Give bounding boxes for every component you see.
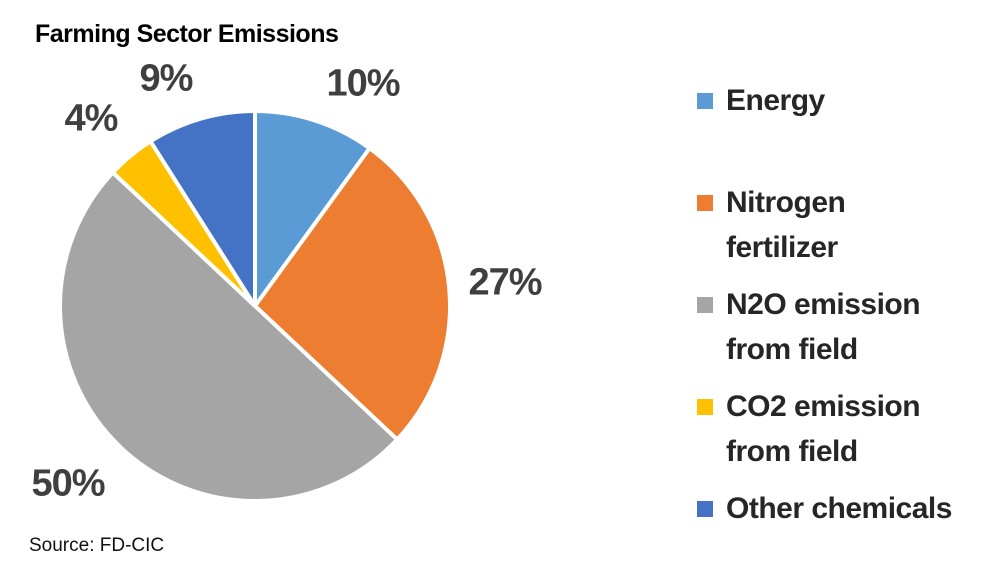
legend-item-nitrogen-fertilizer: Nitrogen fertilizer (697, 180, 959, 282)
legend-label: Energy (726, 84, 825, 117)
legend-label: Nitrogen fertilizer (726, 186, 846, 264)
legend-swatch-energy (697, 93, 713, 109)
legend-label: CO2 emission from field (726, 390, 921, 468)
pie-percent-label-co2-emission: 4% (64, 97, 119, 140)
legend-swatch-n2o-emission (697, 297, 713, 313)
legend-swatch-other-chemicals (697, 501, 713, 517)
pie-slice-other-chemicals (148, 109, 257, 308)
pie-slice-energy (253, 109, 372, 308)
legend-label: N2O emission from field (726, 288, 921, 366)
pie-percent-label-other-chemicals: 9% (139, 57, 194, 100)
legend-item-energy: Energy (697, 78, 959, 180)
legend-item-co2-emission: CO2 emission from field (697, 384, 959, 486)
pie-slice-n2o-emission-from-field (58, 170, 400, 503)
pie-percent-label-n2o-emission: 50% (31, 462, 105, 505)
pie-percent-label-energy: 10% (326, 62, 400, 105)
source-caption: Source: FD-CIC (29, 535, 165, 556)
pie-chart (57, 108, 453, 504)
legend-label: Other chemicals (726, 492, 952, 525)
pie-percent-label-nitrogen-fertilizer: 27% (468, 261, 542, 304)
legend-item-n2o-emission: N2O emission from field (697, 282, 959, 384)
pie-slice-nitrogen-fertilizer (253, 146, 452, 442)
chart-title: Farming Sector Emissions (35, 20, 339, 48)
legend-swatch-co2-emission (697, 399, 713, 415)
legend-item-other-chemicals: Other chemicals (697, 486, 959, 576)
legend: Energy Nitrogen fertilizer N2O emission … (697, 78, 959, 576)
pie-chart-svg (58, 109, 452, 503)
legend-swatch-nitrogen-fertilizer (697, 195, 713, 211)
